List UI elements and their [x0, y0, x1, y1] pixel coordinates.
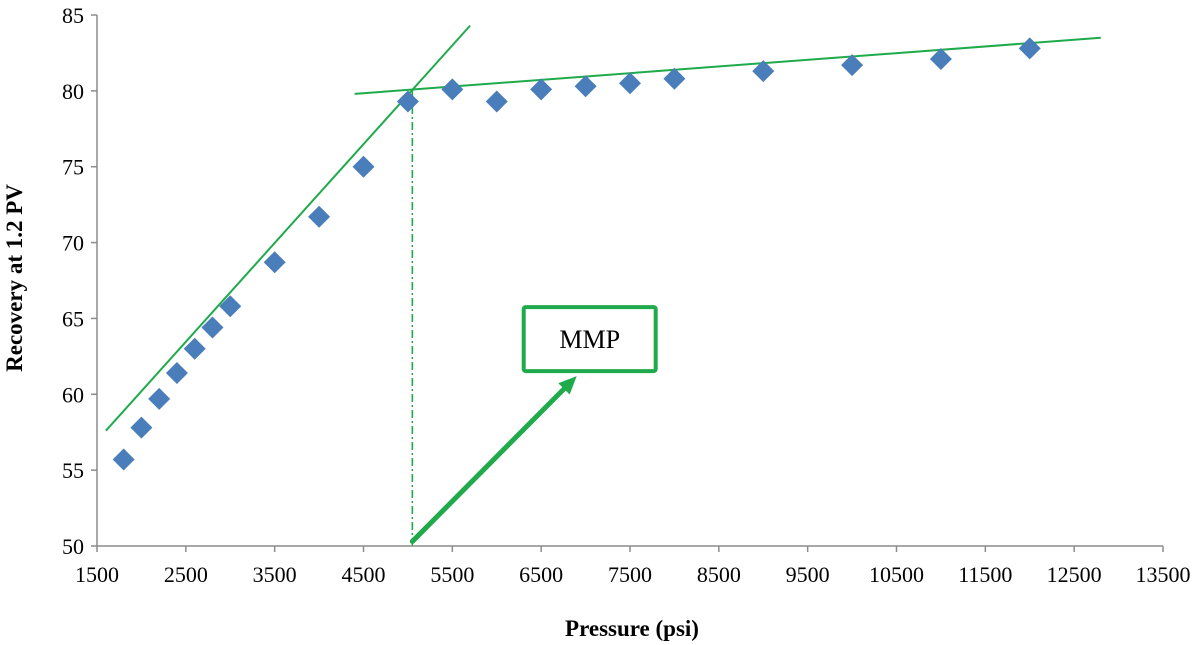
data-point [752, 60, 775, 83]
data-point [530, 78, 553, 101]
data-point [201, 316, 224, 339]
x-axis-ticks: 1500 2500 3500 4500 5500 6500 7500 8500 9500 1050… [75, 546, 1191, 587]
y-tick-label: 85 [62, 3, 84, 28]
data-point [130, 416, 153, 439]
mmp-arrow [409, 386, 567, 544]
y-tick-label: 60 [62, 382, 84, 407]
y-tick-label: 65 [62, 306, 84, 331]
data-point [485, 90, 508, 113]
data-point [165, 362, 188, 385]
x-tick-label: 6500 [519, 562, 563, 587]
trendline-2 [354, 36, 1101, 95]
y-axis-ticks: 50 55 60 65 70 75 80 85 [62, 3, 97, 559]
data-point [308, 205, 331, 228]
y-tick-label: 50 [62, 534, 84, 559]
data-point [619, 72, 641, 95]
y-tick-label: 55 [62, 458, 84, 483]
x-tick-label: 1500 [75, 562, 119, 587]
data-point [441, 78, 464, 101]
data-point [663, 67, 686, 90]
data-point [263, 251, 286, 274]
y-tick-label: 75 [62, 155, 84, 180]
trendline-1 [105, 24, 471, 432]
x-tick-label: 10500 [869, 562, 924, 587]
mmp-label-box [521, 305, 658, 374]
x-tick-label: 7500 [608, 562, 652, 587]
data-point [1018, 37, 1041, 60]
x-axis-title: Pressure (psi) [565, 616, 699, 641]
data-point [352, 155, 375, 178]
data-point [929, 47, 952, 70]
mmp-annotation: MMP [409, 305, 658, 544]
mmp-label: MMP [559, 325, 620, 354]
data-point [219, 295, 242, 318]
data-point [841, 54, 864, 77]
x-tick-label: 5500 [430, 562, 474, 587]
y-axis-title: Recovery at 1.2 PV [2, 184, 27, 372]
y-tick-label: 80 [62, 79, 84, 104]
data-point [574, 75, 597, 98]
x-tick-label: 9500 [786, 562, 830, 587]
x-tick-label: 4500 [342, 562, 386, 587]
axes: 1500 2500 3500 4500 5500 6500 7500 8500 9500 1050… [62, 3, 1191, 587]
data-point [148, 387, 171, 410]
x-tick-label: 12500 [1047, 562, 1102, 587]
mmp-arrowhead [558, 376, 577, 395]
data-point [183, 337, 206, 360]
y-tick-label: 70 [62, 231, 84, 256]
x-tick-label: 11500 [958, 562, 1012, 587]
data-points [112, 37, 1041, 471]
x-tick-label: 13500 [1136, 562, 1191, 587]
x-tick-label: 8500 [697, 562, 741, 587]
data-point [396, 90, 419, 113]
plot-area: MMP [105, 24, 1101, 546]
x-tick-label: 3500 [253, 562, 297, 587]
x-tick-label: 2500 [164, 562, 208, 587]
data-point [112, 448, 135, 471]
